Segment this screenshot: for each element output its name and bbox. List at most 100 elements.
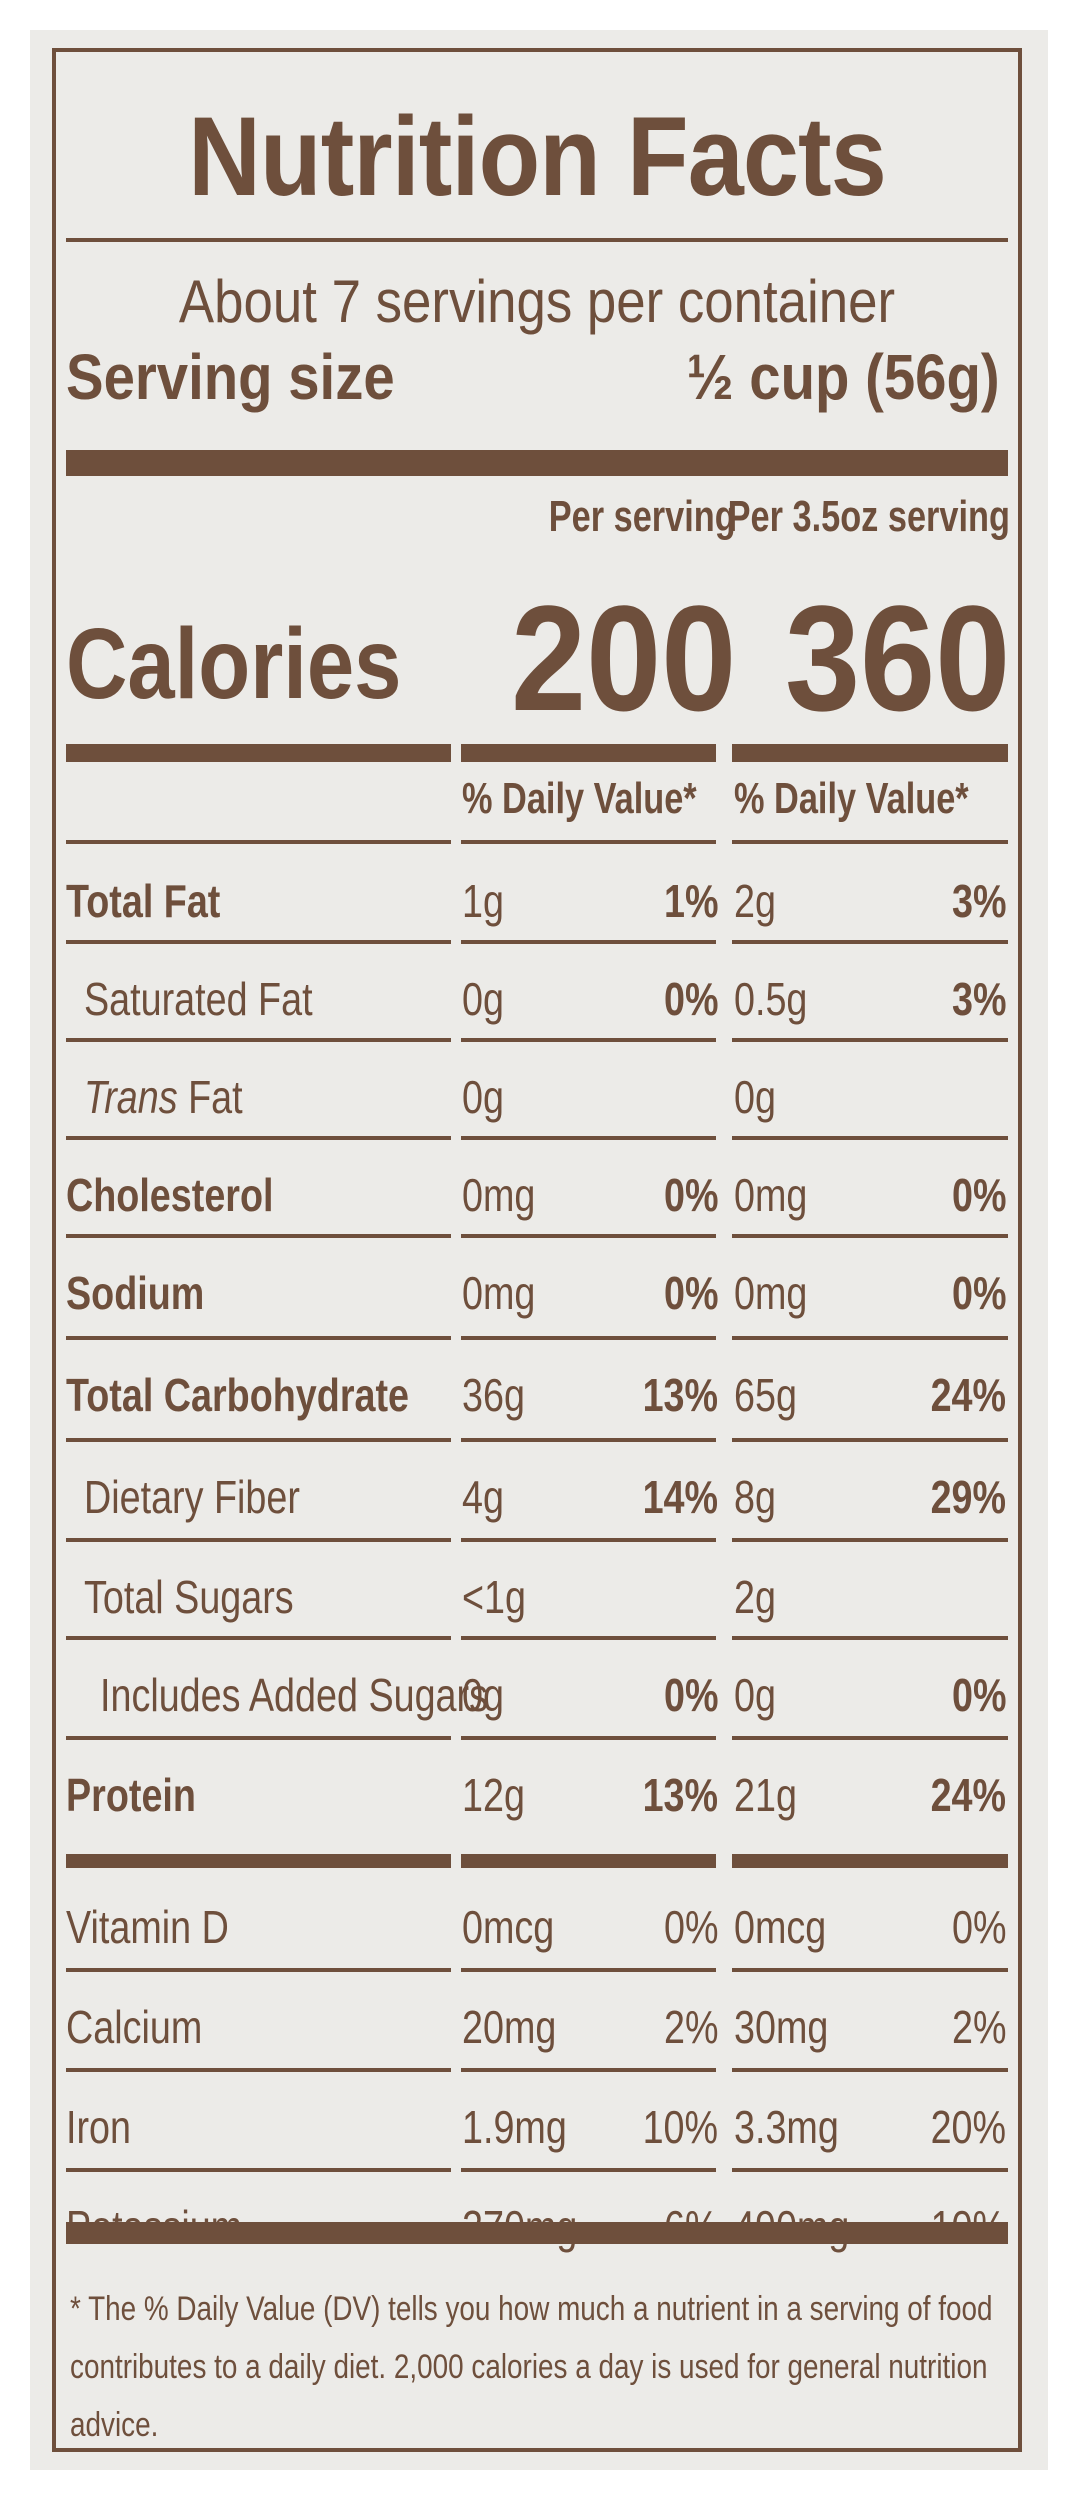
dv-per-alt: 0% [951, 1901, 1006, 1953]
header-divider [732, 840, 1008, 844]
amount-per-alt: 21g [734, 1769, 797, 1821]
nutrient-name-text: Saturated Fat [84, 973, 313, 1025]
dv-per-serving: 0% [663, 1901, 718, 1953]
row-divider [461, 1038, 716, 1042]
amount-per-serving: 0g [462, 1071, 504, 1123]
row-divider [732, 1538, 1008, 1542]
row-divider [732, 2168, 1008, 2172]
nutrient-name-text: Fat [188, 1071, 243, 1123]
row-divider [66, 1336, 451, 1340]
nutrient-row: Calcium 20mg 2% 30mg 2% [56, 1976, 1018, 2076]
calories-label: Calories [66, 608, 402, 720]
amount-per-alt: 0mg [734, 1169, 808, 1221]
nutrient-row: Total Carbohydrate 36g 13% 65g 24% [56, 1344, 1018, 1444]
amount-per-alt: 0.5g [734, 973, 808, 1025]
row-divider [66, 1736, 451, 1740]
nutrient-name-text: Vitamin D [66, 1901, 229, 1953]
row-divider [732, 1438, 1008, 1442]
header-divider [66, 840, 451, 844]
calories-divider-right [732, 744, 1008, 762]
dv-per-alt: 29% [930, 1471, 1006, 1523]
row-divider [66, 1038, 451, 1042]
thick-divider-bottom [66, 2222, 1008, 2244]
dv-per-alt: 0% [951, 1669, 1006, 1721]
row-divider [732, 1736, 1008, 1740]
nutrient-name: Saturated Fat [84, 972, 313, 1026]
amount-per-serving: 1.9mg [462, 2101, 567, 2153]
calories-per-alt: 360 [784, 574, 1010, 742]
row-divider [66, 940, 451, 944]
row-divider [461, 1854, 716, 1868]
nutrient-name-text: Protein [66, 1769, 196, 1821]
amount-per-alt: 8g [734, 1471, 776, 1523]
daily-value-header-2: % Daily Value* [734, 774, 969, 823]
nutrient-name: Protein [66, 1768, 196, 1822]
dv-per-alt: 0% [951, 1169, 1006, 1221]
nutrient-row: Iron 1.9mg 10% 3.3mg 20% [56, 2076, 1018, 2176]
dv-per-serving: 0% [663, 973, 718, 1025]
row-divider [461, 940, 716, 944]
amount-per-serving: <1g [462, 1571, 526, 1623]
footnote: * The % Daily Value (DV) tells you how m… [70, 2290, 993, 2444]
nutrient-name: Trans Fat [84, 1070, 243, 1124]
amount-per-serving: 0g [462, 1669, 504, 1721]
nutrient-name: Iron [66, 2100, 131, 2154]
dv-per-alt: 0% [951, 1267, 1006, 1319]
row-divider [66, 2168, 451, 2172]
nutrient-name-text: Dietary Fiber [84, 1471, 300, 1523]
column-header-per-alt: Per 3.5oz serving [727, 492, 1010, 541]
dv-per-alt: 24% [930, 1769, 1006, 1821]
nutrient-name: Dietary Fiber [84, 1470, 300, 1524]
header-divider [461, 840, 716, 844]
amount-per-serving: 20mg [462, 2001, 557, 2053]
nutrient-row: Dietary Fiber 4g 14% 8g 29% [56, 1446, 1018, 1546]
nutrient-name: Sodium [66, 1266, 204, 1320]
row-divider [461, 1968, 716, 1972]
column-header-per-serving: Per serving [549, 492, 736, 541]
amount-per-serving: 1g [462, 875, 504, 927]
nutrient-row: Total Fat 1g 1% 2g 3% [56, 850, 1018, 950]
dv-per-serving: 13% [642, 1769, 718, 1821]
amount-per-serving: 36g [462, 1369, 525, 1421]
row-divider [732, 1234, 1008, 1238]
row-divider [461, 1336, 716, 1340]
calories-per-serving: 200 [510, 574, 736, 742]
nutrient-row: Total Sugars <1g 2g [56, 1546, 1018, 1646]
serving-size-value: ½ cup (56g) [687, 341, 1000, 413]
amount-per-alt: 0mcg [734, 1901, 827, 1953]
dv-per-alt: 24% [930, 1369, 1006, 1421]
nutrient-name: Includes Added Sugars [100, 1668, 488, 1722]
dv-per-serving: 10% [642, 2101, 718, 2153]
amount-per-alt: 3.3mg [734, 2101, 839, 2153]
amount-per-serving: 0g [462, 973, 504, 1025]
nutrient-name: Calcium [66, 2000, 202, 2054]
row-divider [461, 2168, 716, 2172]
servings-per-container: About 7 servings per container [178, 268, 896, 335]
calories-divider-mid [461, 744, 716, 762]
nutrient-name: Total Fat [66, 874, 220, 928]
dv-per-alt: 3% [951, 973, 1006, 1025]
amount-per-alt: 30mg [734, 2001, 829, 2053]
row-divider [66, 1854, 451, 1868]
row-divider [732, 940, 1008, 944]
amount-per-serving: 0mg [462, 1169, 536, 1221]
daily-value-header-1: % Daily Value* [462, 774, 697, 823]
amount-per-alt: 0g [734, 1071, 776, 1123]
nutrient-name-text: Calcium [66, 2001, 203, 2053]
row-divider [732, 1968, 1008, 1972]
row-divider [732, 2068, 1008, 2072]
row-divider [66, 1636, 451, 1640]
row-divider [461, 1438, 716, 1442]
dv-per-serving: 13% [642, 1369, 718, 1421]
nutrient-name-text: Total Carbohydrate [66, 1369, 410, 1421]
row-divider [66, 2068, 451, 2072]
dv-per-alt: 3% [951, 875, 1006, 927]
panel-title: Nutrition Facts [188, 94, 887, 219]
row-divider [66, 1234, 451, 1238]
amount-per-serving: 12g [462, 1769, 525, 1821]
nutrient-name: Vitamin D [66, 1900, 229, 1954]
nutrient-row: Includes Added Sugars 0g 0% 0g 0% [56, 1644, 1018, 1744]
dv-per-serving: 14% [642, 1471, 718, 1523]
nutrient-row: Saturated Fat 0g 0% 0.5g 3% [56, 948, 1018, 1048]
nutrient-row: Protein 12g 13% 21g 24% [56, 1744, 1018, 1844]
